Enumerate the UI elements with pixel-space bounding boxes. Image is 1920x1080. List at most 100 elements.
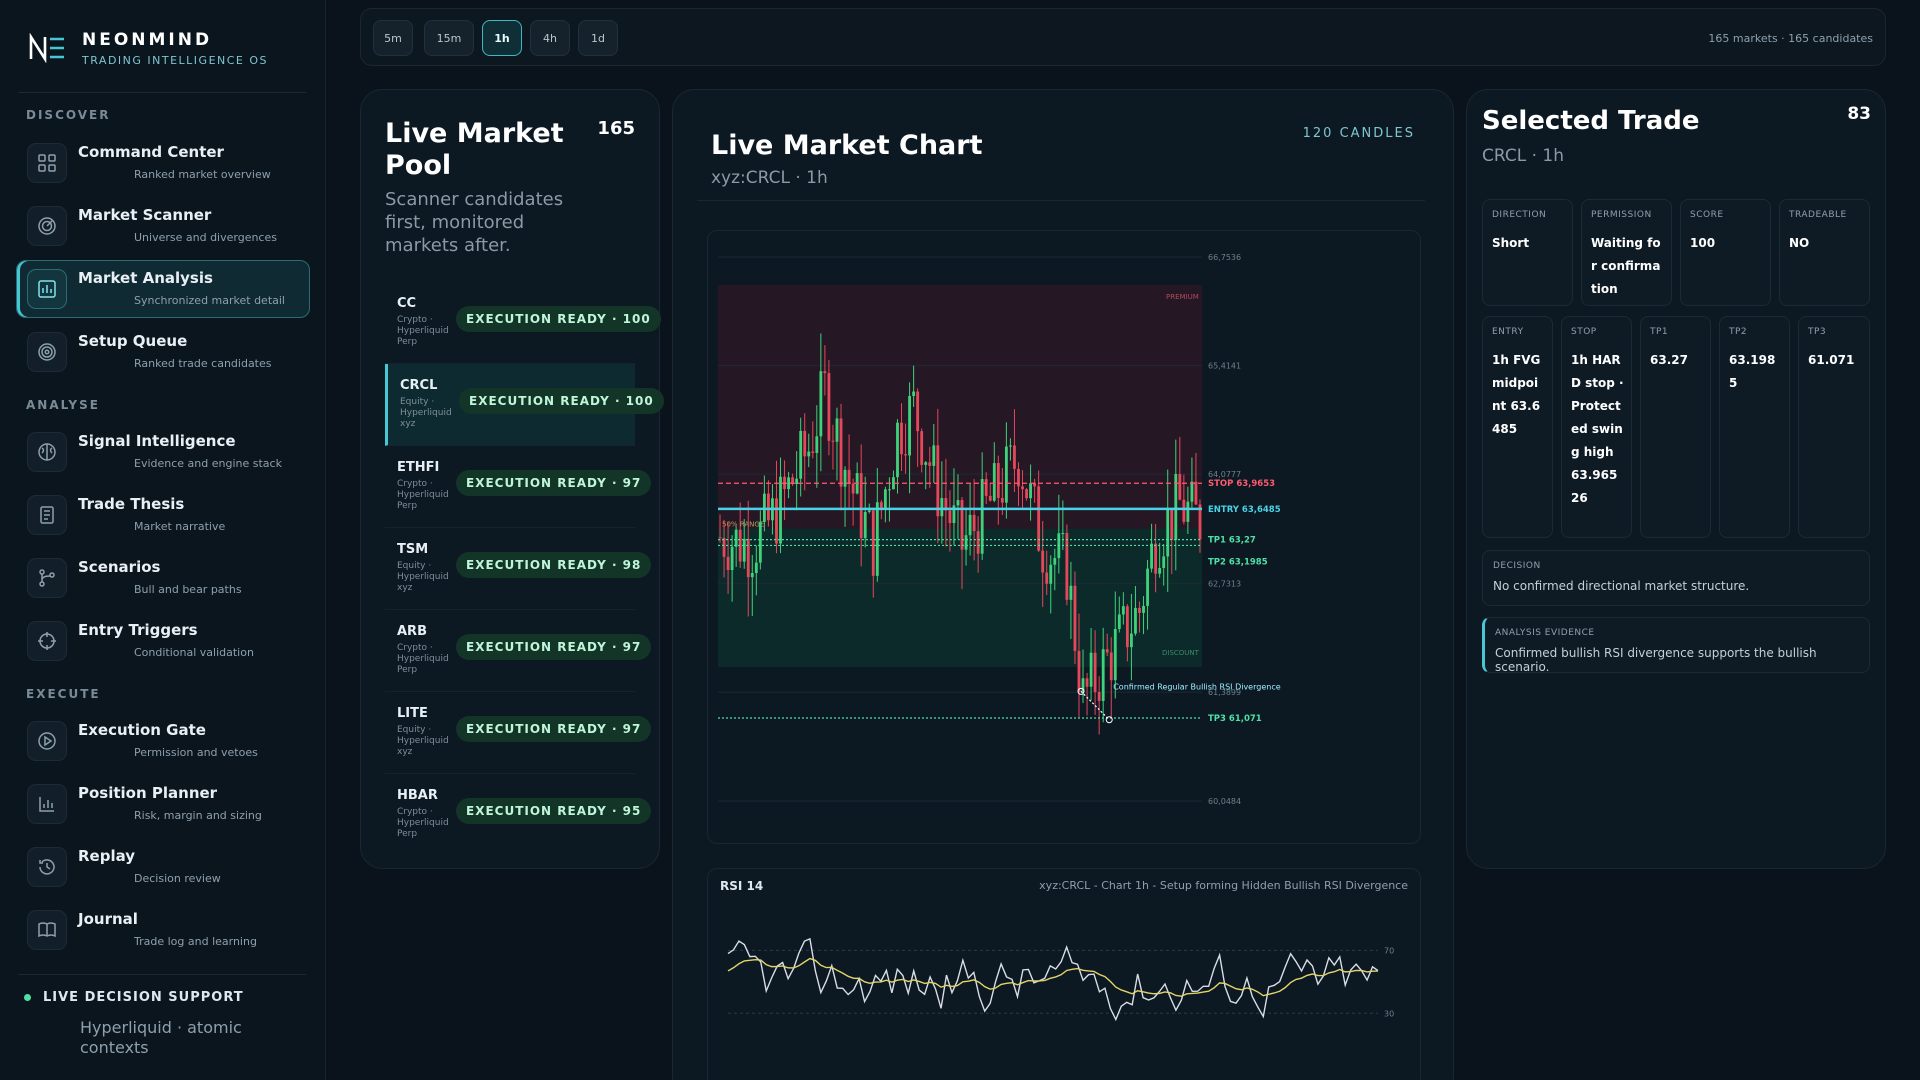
candle-body: [1053, 558, 1057, 565]
candle-body: [892, 477, 895, 490]
pool-row-hbar[interactable]: HBAR Crypto · Hyperliquid Perp EXECUTION…: [385, 774, 652, 856]
timeframe-5m[interactable]: 5m: [373, 20, 413, 56]
candle-body: [811, 451, 815, 453]
candle-body: [787, 477, 790, 490]
nav-command-center[interactable]: Command Center Ranked market overview: [16, 134, 310, 192]
nav-replay[interactable]: Replay Decision review: [16, 838, 310, 896]
candle-body: [754, 562, 758, 573]
candle-body: [738, 529, 742, 562]
nav-execution-gate[interactable]: Execution Gate Permission and vetoes: [16, 712, 310, 770]
timeframe-1d[interactable]: 1d: [578, 20, 618, 56]
candle-body: [1101, 649, 1105, 701]
brand[interactable]: NEONMIND TRADING INTELLIGENCE OS: [28, 28, 268, 68]
candle-body: [1041, 550, 1045, 573]
divider: [18, 92, 306, 93]
candle-body: [976, 531, 980, 554]
candle-body: [968, 514, 972, 536]
live-subtitle: Hyperliquid · atomic contexts: [80, 1018, 242, 1057]
candle-body: [843, 469, 847, 487]
pool-symbol: ETHFI: [397, 460, 440, 475]
field-value: NO: [1789, 236, 1810, 250]
pool-row-ethfi[interactable]: ETHFI Crypto · Hyperliquid Perp EXECUTIO…: [385, 446, 652, 528]
candle-body: [992, 463, 996, 501]
rsi-chart[interactable]: 70 30: [708, 869, 1422, 1080]
candle-body: [1150, 543, 1153, 569]
selected-subtitle: CRCL · 1h: [1482, 146, 1564, 166]
field-permission: PERMISSION Waiting for confirmation: [1581, 199, 1672, 306]
timeframe-15m[interactable]: 15m: [424, 20, 474, 56]
pool-symbol: CRCL: [400, 378, 438, 393]
logo-icon: [28, 28, 68, 68]
candle-body: [1081, 678, 1085, 692]
pool-row-crcl[interactable]: CRCL Equity · Hyperliquid xyz EXECUTION …: [385, 364, 664, 446]
live-status-dot: [24, 994, 31, 1001]
level-label-tp3: TP3 61,071: [1208, 714, 1262, 724]
nav-signal-intelligence[interactable]: Signal Intelligence Evidence and engine …: [16, 423, 310, 481]
timeframe-4h[interactable]: 4h: [530, 20, 570, 56]
level-label-tp1: TP1 63,27: [1208, 536, 1256, 546]
level-value: 63.1985: [1729, 353, 1776, 390]
evidence-text: Confirmed bullish RSI divergence support…: [1495, 646, 1817, 674]
nav-setup-queue[interactable]: Setup Queue Ranked trade candidates: [16, 323, 310, 381]
nav-title: Signal Intelligence: [78, 432, 236, 450]
nav-scenarios[interactable]: Scenarios Bull and bear paths: [16, 549, 310, 607]
level-label: TP2: [1729, 327, 1748, 337]
candle-body: [1134, 607, 1137, 634]
candle-body: [1142, 605, 1145, 613]
selected-title: Selected Trade: [1482, 106, 1700, 136]
status-badge: EXECUTION READY · 95: [456, 798, 652, 824]
nav-market-scanner[interactable]: Market Scanner Universe and divergences: [16, 197, 310, 255]
pool-description: Scanner candidates first, monitored mark…: [385, 189, 564, 256]
level-label-tp2: TP2 63,1985: [1208, 557, 1268, 567]
nav-title: Scenarios: [78, 558, 161, 576]
status-badge: EXECUTION READY · 100: [459, 388, 664, 414]
status-badge: EXECUTION READY · 97: [456, 716, 652, 742]
candle-body: [904, 454, 907, 456]
nav-position-planner[interactable]: Position Planner Risk, margin and sizing: [16, 775, 310, 833]
timeframe-1h[interactable]: 1h: [482, 20, 522, 56]
pool-row-arb[interactable]: ARB Crypto · Hyperliquid Perp EXECUTION …: [385, 610, 652, 692]
pool-meta: Equity · Hyperliquid xyz: [400, 397, 452, 429]
status-badge: EXECUTION READY · 98: [456, 552, 652, 578]
candle-body: [1198, 504, 1202, 540]
candle-body: [924, 462, 928, 465]
level-label: TP1: [1650, 327, 1669, 337]
nav-subtitle: Bull and bear paths: [134, 583, 242, 596]
rsi-signal-line: [727, 957, 1379, 997]
sidebar: NEONMIND TRADING INTELLIGENCE OS DISCOVE…: [0, 0, 326, 1080]
nav-journal[interactable]: Journal Trade log and learning: [16, 901, 310, 959]
live-label: LIVE DECISION SUPPORT: [43, 990, 244, 1005]
pool-row-cc[interactable]: CC Crypto · Hyperliquid Perp EXECUTION R…: [385, 282, 661, 364]
pool-symbol: LITE: [397, 706, 428, 721]
price-chart-frame: 66,7536 65,4141 64,0777 62,7313 61,3899 60,04…: [707, 230, 1421, 844]
candle-body: [1190, 481, 1194, 502]
rsi-band-label: 70: [1384, 946, 1394, 955]
candle-body: [767, 493, 770, 521]
candle-body: [1077, 650, 1081, 692]
candle-body: [1154, 543, 1158, 574]
candle-body: [819, 371, 823, 437]
candle-body: [879, 502, 883, 508]
nav-entry-triggers[interactable]: Entry Triggers Conditional validation: [16, 612, 310, 670]
nav-title: Trade Thesis: [78, 495, 185, 513]
brain-icon: [27, 432, 67, 472]
grid-icon: [27, 143, 67, 183]
pool-symbol: HBAR: [397, 788, 438, 803]
field-value: Waiting for confirmation: [1591, 236, 1661, 296]
pool-row-lite[interactable]: LITE Equity · Hyperliquid xyz EXECUTION …: [385, 692, 652, 774]
candle-body: [1109, 652, 1113, 681]
app-name: NEONMIND: [82, 29, 213, 50]
candle-body: [980, 479, 984, 554]
candle-body: [795, 478, 799, 485]
branch-icon: [27, 558, 67, 598]
nav-trade-thesis[interactable]: Trade Thesis Market narrative: [16, 486, 310, 544]
price-chart[interactable]: 66,7536 65,4141 64,0777 62,7313 61,3899 60,04…: [708, 231, 1422, 845]
document-icon: [27, 495, 67, 535]
pool-row-tsm[interactable]: TSM Equity · Hyperliquid xyz EXECUTION R…: [385, 528, 652, 610]
candle-body: [1186, 501, 1190, 522]
candle-body: [1049, 564, 1053, 584]
candle-body: [888, 489, 891, 491]
nav-market-analysis[interactable]: Market Analysis Synchronized market deta…: [16, 260, 310, 318]
price-tick-label: 61,3899: [1208, 688, 1241, 697]
candle-body: [1117, 614, 1121, 629]
